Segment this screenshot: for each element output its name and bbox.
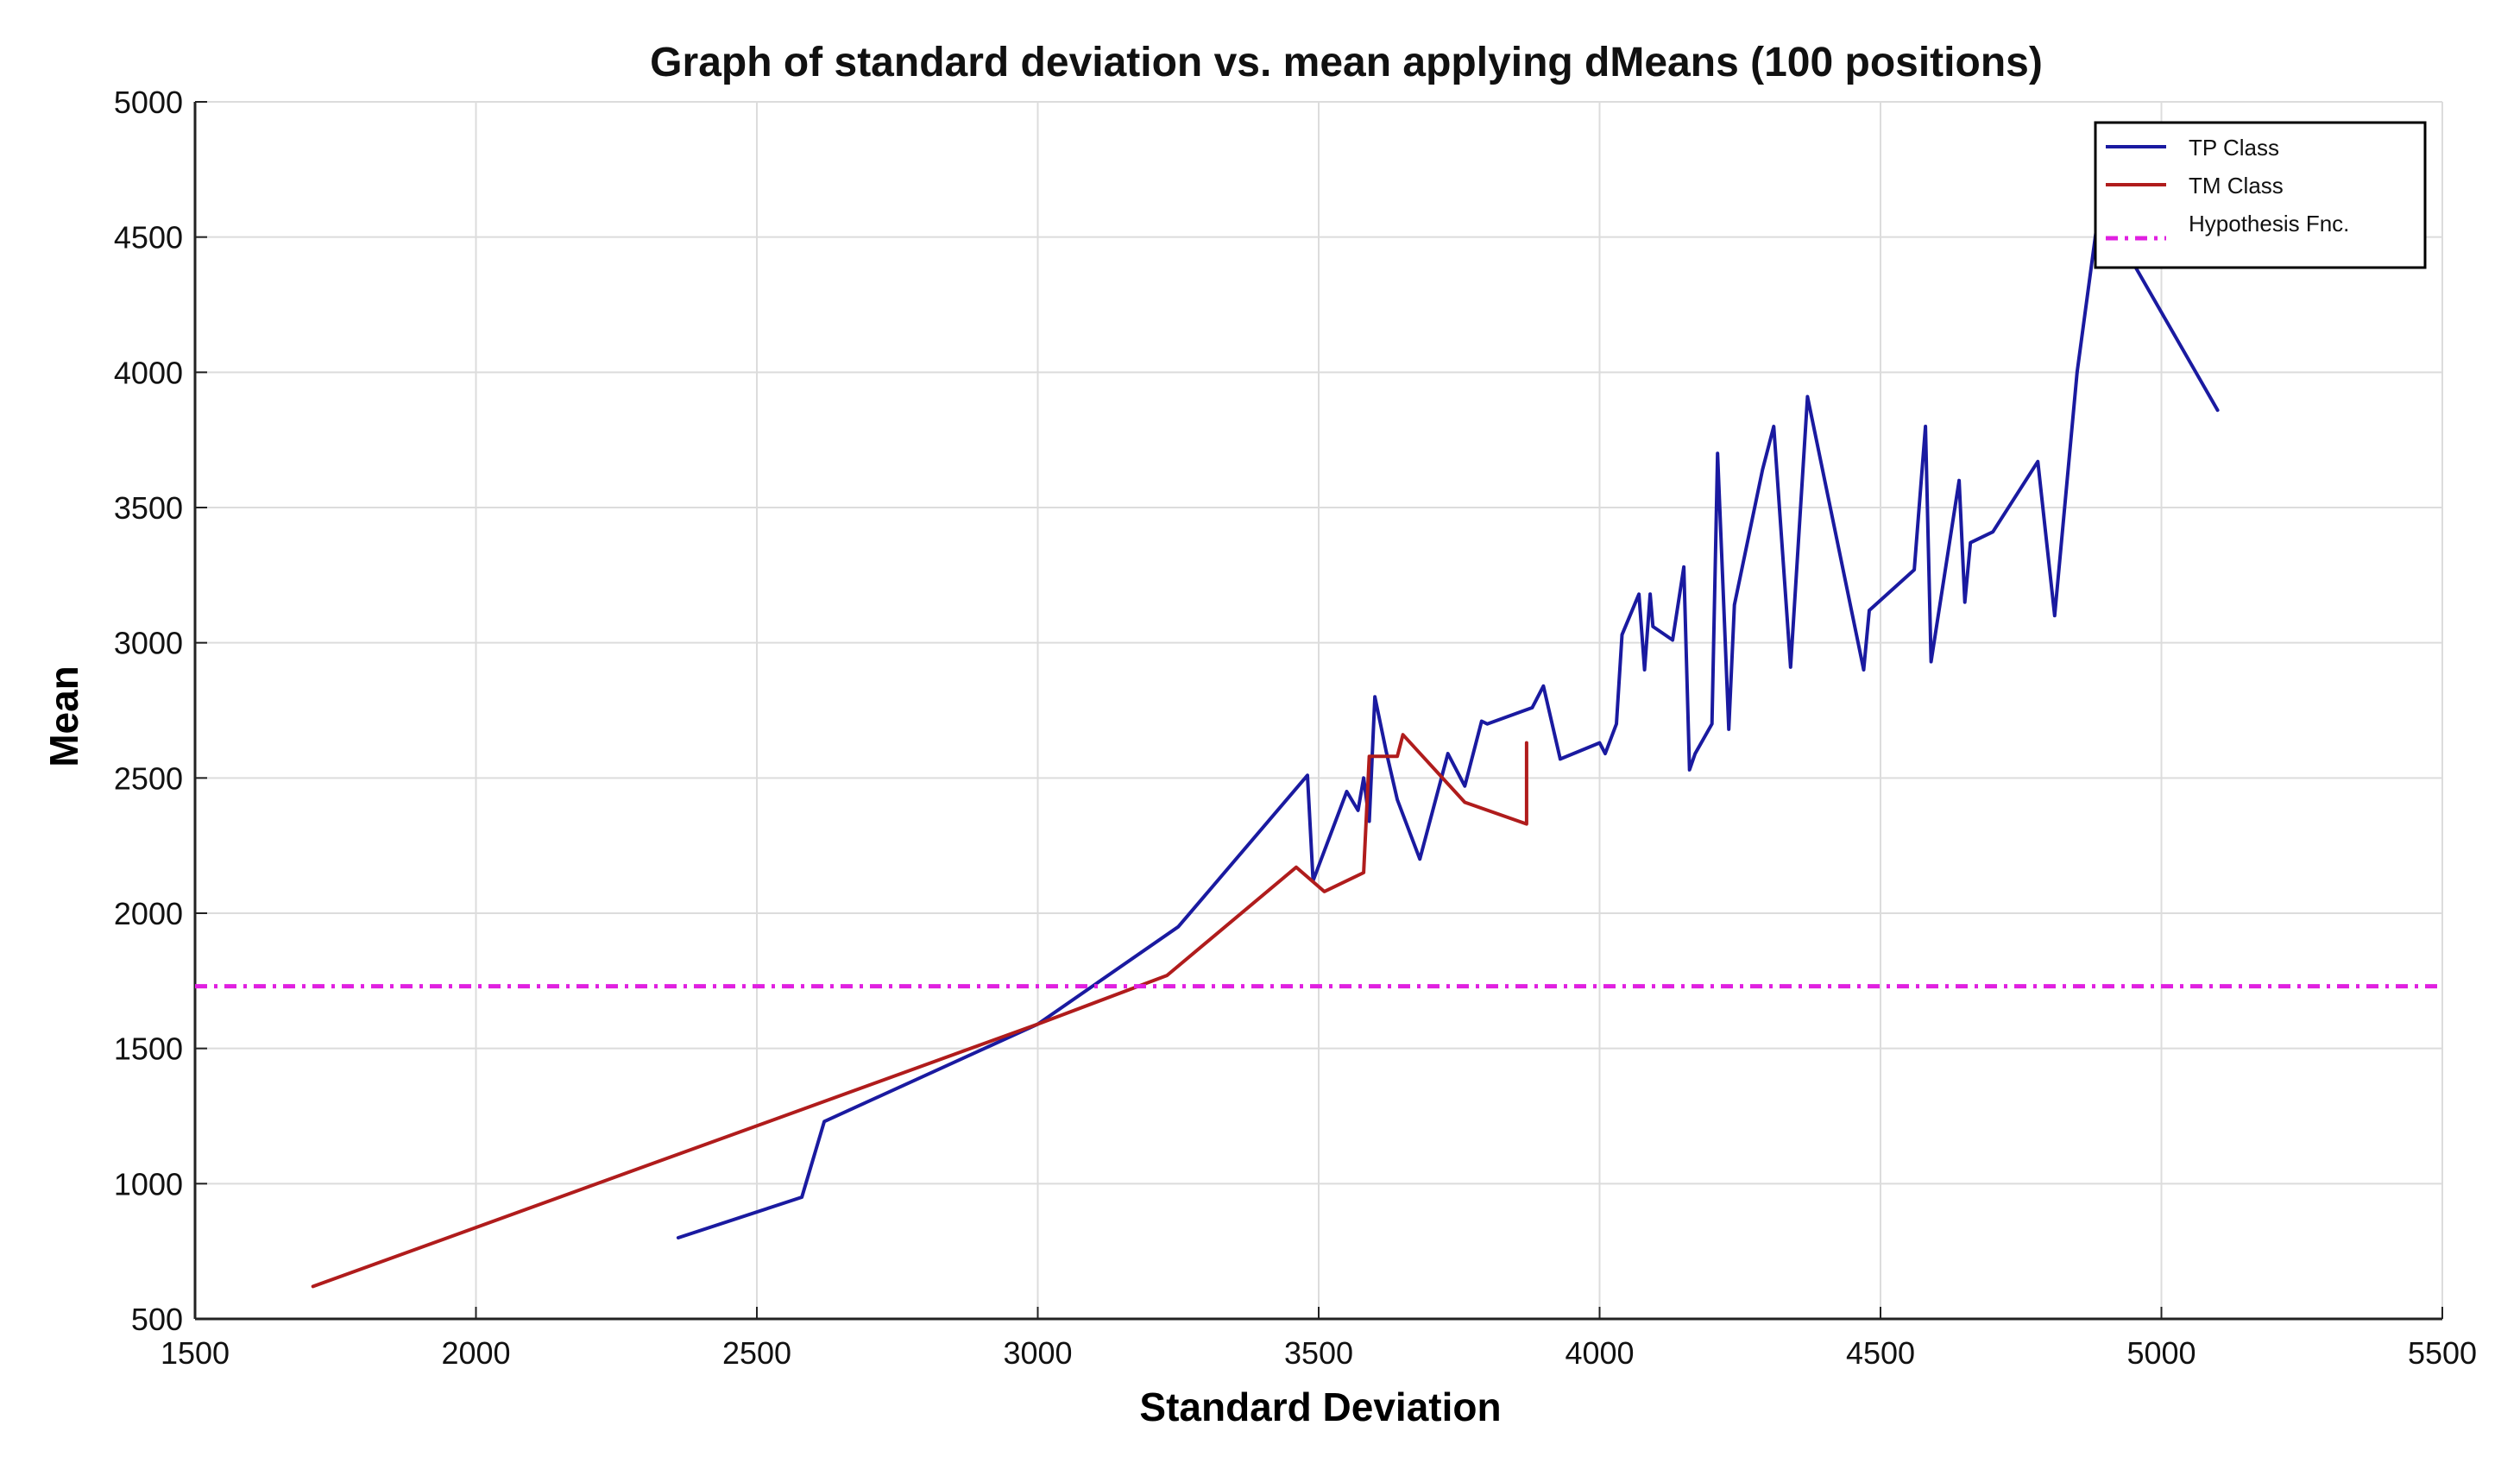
series-lines — [195, 203, 2442, 1289]
legend-label-tp-class: TP Class — [2189, 135, 2279, 161]
axes — [193, 101, 2443, 1321]
x-tick-label: 1500 — [161, 1335, 230, 1371]
y-tick-label: 500 — [131, 1302, 183, 1337]
y-tick-labels: 500 1000 1500 2000 2500 3000 3500 4000 4500 5000 — [114, 85, 183, 1337]
chart-title: Graph of standard deviation vs. mean app… — [650, 40, 2043, 85]
y-tick-label: 2500 — [114, 760, 183, 796]
x-tick-labels: 1500 2000 2500 3000 3500 4000 4500 5000 5500 — [161, 1335, 2477, 1371]
x-tick-label: 4500 — [1846, 1335, 1915, 1371]
legend-label-hypothesis: Hypothesis Fnc. — [2189, 211, 2349, 237]
x-tick-label: 4000 — [1565, 1335, 1634, 1371]
y-tick-label: 5000 — [114, 85, 183, 120]
x-tick-label: 2500 — [722, 1335, 791, 1371]
y-axis-label: Mean — [41, 665, 86, 767]
legend: TP Class TM Class Hypothesis Fnc. — [2094, 121, 2427, 269]
y-tick-label: 1000 — [114, 1166, 183, 1202]
x-axis-label: Standard Deviation — [1139, 1384, 1501, 1429]
x-tick-label: 3500 — [1284, 1335, 1353, 1371]
x-tick-label: 2000 — [441, 1335, 510, 1371]
series-line-tp-class — [676, 203, 2220, 1239]
y-tick-label: 4000 — [114, 355, 183, 390]
legend-label-tm-class: TM Class — [2189, 173, 2284, 199]
y-tick-label: 1500 — [114, 1031, 183, 1067]
y-tick-label: 3500 — [114, 490, 183, 526]
series-line-tm-class — [311, 733, 1528, 1289]
y-tick-label: 3000 — [114, 626, 183, 661]
x-tick-label: 5000 — [2126, 1335, 2196, 1371]
y-tick-label: 4500 — [114, 220, 183, 255]
x-tick-label: 3000 — [1003, 1335, 1072, 1371]
x-tick-label: 5500 — [2408, 1335, 2477, 1371]
y-tick-label: 2000 — [114, 896, 183, 931]
